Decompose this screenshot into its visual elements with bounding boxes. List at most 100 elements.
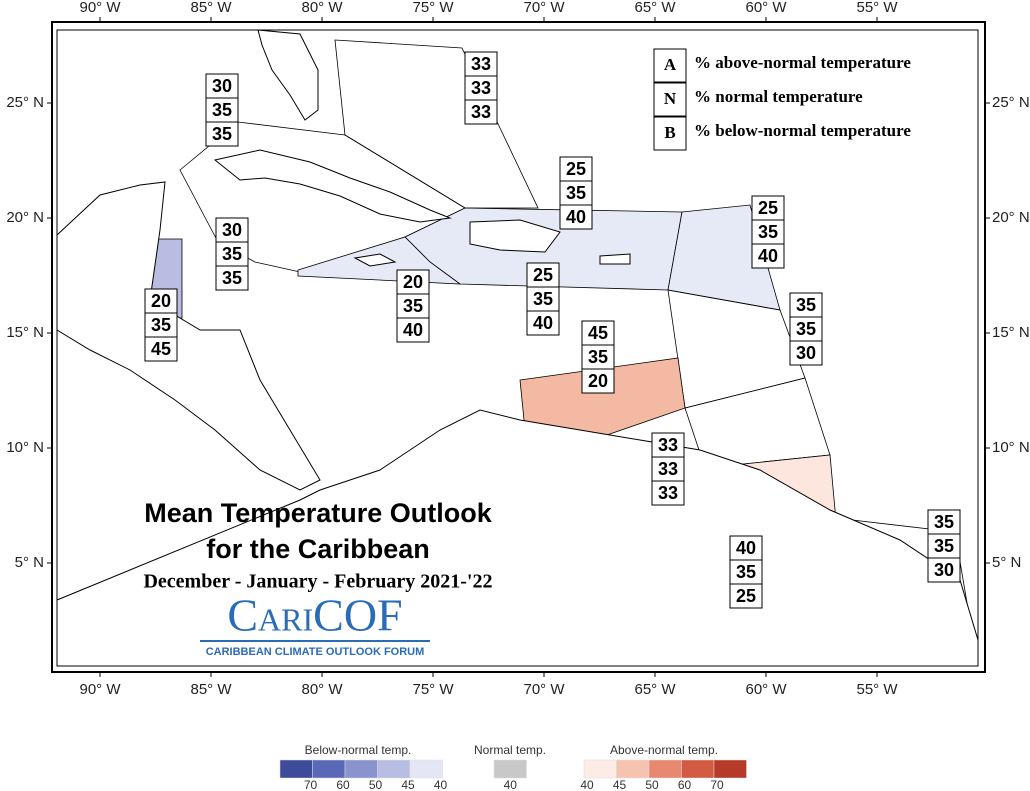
legend-tick: 40 (504, 778, 518, 791)
value-box (205, 73, 239, 99)
lon-label-top: 70° W (523, 0, 565, 16)
lon-label-top: 75° W (412, 0, 454, 16)
legend-swatch (681, 759, 715, 779)
value-box (927, 557, 961, 583)
legend-tick: 40 (434, 778, 448, 791)
region-value: 30 (934, 560, 954, 580)
region-value: 40 (566, 207, 586, 227)
value-box (526, 286, 560, 312)
region-value: 35 (796, 295, 816, 315)
region-value: 35 (934, 536, 954, 556)
region-value: 25 (533, 265, 553, 285)
lat-label-left: 15° N (6, 324, 44, 341)
region-value: 20 (151, 291, 171, 311)
lon-label-top: 85° W (190, 0, 232, 16)
region-value: 35 (151, 315, 171, 335)
region-value: 40 (533, 313, 553, 333)
value-box (581, 368, 615, 394)
lat-label-left: 20° N (6, 209, 44, 226)
legend-tick: 40 (580, 778, 594, 791)
lon-label-top: 55° W (856, 0, 898, 16)
legend-swatch (344, 759, 378, 779)
region-value: 33 (471, 78, 491, 98)
region-value: 35 (533, 289, 553, 309)
value-box (651, 456, 685, 482)
region-value: 35 (222, 268, 242, 288)
value-box (651, 432, 685, 458)
lon-label-bottom: 80° W (301, 681, 343, 698)
lon-label-bottom: 60° W (745, 681, 787, 698)
legend-swatch (648, 759, 682, 779)
title: Mean Temperature Outlook (144, 498, 493, 528)
cuba (213, 149, 452, 223)
key-box (653, 116, 687, 151)
legend-swatch (377, 759, 411, 779)
region-value: 35 (796, 319, 816, 339)
central-america (56, 181, 321, 491)
puerto-rico (599, 253, 631, 265)
region-value: 35 (212, 100, 232, 120)
region-value: 45 (588, 323, 608, 343)
region-value: 33 (471, 54, 491, 74)
legend-swatch (279, 759, 313, 779)
value-box (144, 336, 178, 362)
legend-tick: 60 (678, 778, 692, 791)
key-letter: B (664, 123, 675, 142)
value-box (464, 99, 498, 125)
lon-label-bottom: 85° W (190, 681, 232, 698)
lat-label-right: 5° N (992, 554, 1021, 571)
lon-label-top: 65° W (634, 0, 676, 16)
region-value: 30 (212, 76, 232, 96)
region-value: 30 (222, 220, 242, 240)
legend-swatch (312, 759, 346, 779)
legend-swatch (713, 759, 747, 779)
key-letter: N (664, 89, 677, 108)
value-box (729, 583, 763, 609)
value-box (205, 121, 239, 147)
region-value: 35 (588, 347, 608, 367)
lon-label-bottom: 90° W (79, 681, 121, 698)
lon-label-bottom: 55° W (856, 681, 898, 698)
logo: CariCOF (227, 590, 402, 641)
subtitle: December - January - February 2021-'22 (143, 571, 492, 593)
key-box (653, 48, 687, 83)
region-value: 35 (222, 244, 242, 264)
value-box (396, 317, 430, 343)
region-value: 33 (658, 435, 678, 455)
legend-tick: 60 (336, 778, 350, 791)
legend-tick: 50 (645, 778, 659, 791)
region-value: 35 (403, 296, 423, 316)
lat-label-left: 25° N (6, 94, 44, 111)
lat-label-right: 15° N (992, 324, 1030, 341)
region-value: 40 (403, 320, 423, 340)
hispaniola (469, 219, 561, 253)
legend-swatch (409, 759, 443, 779)
legend-tick: 45 (401, 778, 415, 791)
legend-swatch (493, 759, 527, 779)
title-line-2: for the Caribbean (206, 534, 430, 564)
region-value: 35 (758, 222, 778, 242)
key-text: % above-normal temperature (694, 53, 911, 72)
value-box (581, 320, 615, 346)
region-value: 33 (658, 459, 678, 479)
value-box (526, 310, 560, 336)
lon-label-top: 80° W (301, 0, 343, 16)
key-box (653, 82, 687, 117)
value-box (581, 344, 615, 370)
region-value: 25 (566, 159, 586, 179)
value-box (559, 180, 593, 206)
lat-label-right: 10° N (992, 439, 1030, 456)
value-box (789, 292, 823, 318)
legend: Below-normal temp. 70 60 50 45 40 Normal temp.… (279, 743, 747, 791)
lat-label-right: 20° N (992, 209, 1030, 226)
key-letter: A (664, 55, 677, 74)
value-box (215, 265, 249, 291)
jamaica (353, 253, 397, 267)
legend-tick: 70 (710, 778, 724, 791)
region-value: 35 (212, 124, 232, 144)
value-box (751, 243, 785, 269)
lat-label-left: 5° N (15, 554, 44, 571)
logo-tagline: CARIBBEAN CLIMATE OUTLOOK FORUM (206, 646, 425, 658)
